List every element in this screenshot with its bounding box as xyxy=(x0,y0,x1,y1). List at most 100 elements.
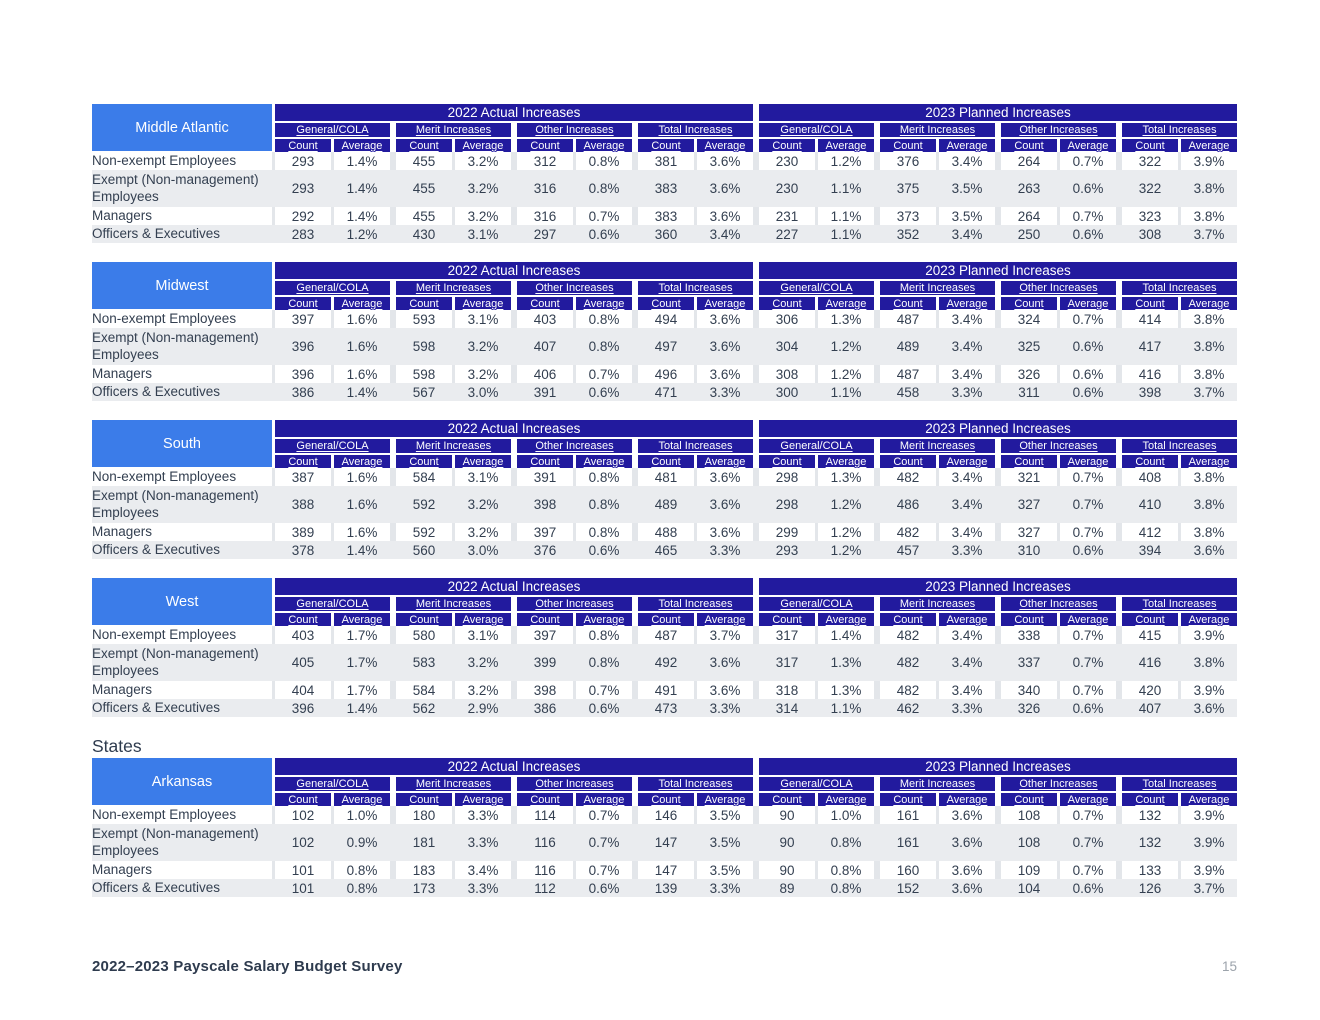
average-cell: 1.0% xyxy=(818,806,874,824)
average-cell: 1.2% xyxy=(830,339,862,354)
column-header-label: Average xyxy=(341,613,383,626)
average-cell: 3.5% xyxy=(697,806,753,824)
count-cell: 376 xyxy=(880,152,936,170)
group-header-label: Merit Increases xyxy=(415,124,492,136)
count-cell: 181 xyxy=(412,835,436,850)
row-label: Non-exempt Employees xyxy=(92,806,272,824)
group-header: Other Increases xyxy=(517,439,632,453)
column-header-average: Average xyxy=(697,297,753,310)
group-header: Merit Increases xyxy=(396,777,511,791)
year-header: 2023 Planned Increases xyxy=(759,420,1237,437)
count-cell: 408 xyxy=(1122,468,1178,486)
average-cell: 3.4% xyxy=(939,681,995,699)
table-row: Officers & Executives 378 1.4% 560 3.0% 376 0.… xyxy=(92,541,1237,559)
row-label: Managers xyxy=(92,365,272,383)
group-header-label: Total Increases xyxy=(658,124,733,136)
group-header-label: Other Increases xyxy=(1019,440,1098,452)
column-header-average: Average xyxy=(1181,455,1237,468)
column-header-average: Average xyxy=(939,455,995,468)
count-cell: 396 xyxy=(291,339,315,354)
count-cell: 316 xyxy=(517,207,573,225)
average-cell: 0.7% xyxy=(576,365,632,383)
row-label: Managers xyxy=(92,207,272,225)
count-cell: 147 xyxy=(638,861,694,879)
average-cell: 3.4% xyxy=(709,226,741,242)
column-header-label: Average xyxy=(1067,613,1109,626)
average-cell: 1.6% xyxy=(334,365,390,383)
average-cell: 3.6% xyxy=(697,523,753,541)
average-cell: 1.6% xyxy=(346,339,378,354)
count-cell: 292 xyxy=(275,207,331,225)
average-cell: 3.8% xyxy=(1181,207,1237,225)
subheader-row: Count Average Count Average Count Average Coun… xyxy=(92,297,1237,310)
table-header: West 2022 Actual Increases 2023 Planned In… xyxy=(92,578,1237,626)
states-section-heading: States xyxy=(92,736,142,756)
count-cell: 316 xyxy=(533,181,557,196)
count-cell: 415 xyxy=(1122,626,1178,644)
table-row: Non-exempt Employees 403 1.7% 580 3.1% 397 0.8… xyxy=(92,626,1237,644)
table-row: Officers & Executives 101 0.8% 173 3.3% 112 0.… xyxy=(92,879,1237,897)
average-cell: 3.7% xyxy=(697,626,753,644)
column-header-label: Count xyxy=(1135,455,1165,468)
count-cell: 598 xyxy=(412,339,436,354)
count-cell: 412 xyxy=(1122,523,1178,541)
count-cell: 489 xyxy=(896,339,920,354)
average-cell: 3.2% xyxy=(467,181,499,196)
average-cell: 0.7% xyxy=(1072,655,1104,670)
count-cell: 388 xyxy=(291,497,315,512)
table-body: Non-exempt Employees 102 1.0% 180 3.3% 114 0.7… xyxy=(92,806,1237,897)
average-cell: 3.6% xyxy=(709,181,741,196)
average-cell: 1.1% xyxy=(830,700,862,716)
group-header-label: Total Increases xyxy=(658,282,733,294)
page-number: 15 xyxy=(1221,959,1237,974)
group-header: Merit Increases xyxy=(396,597,511,611)
average-cell: 1.7% xyxy=(334,626,390,644)
table-row: Managers 292 1.4% 455 3.2% 316 0.7% 383 3.6% 231 1… xyxy=(92,207,1237,225)
count-cell: 387 xyxy=(275,468,331,486)
column-header-label: Average xyxy=(341,297,383,310)
column-header-label: Count xyxy=(530,455,560,468)
subheader-row: Count Average Count Average Count Average Coun… xyxy=(92,793,1237,806)
group-header-label: Other Increases xyxy=(535,124,614,136)
year-header-row: 2022 Actual Increases 2023 Planned Increa… xyxy=(92,578,1237,595)
column-header-label: Count xyxy=(772,455,802,468)
group-header-label: Total Increases xyxy=(1142,282,1217,294)
average-cell: 1.0% xyxy=(334,806,390,824)
group-header: Merit Increases xyxy=(880,439,995,453)
count-cell: 114 xyxy=(517,806,573,824)
group-header: General/COLA xyxy=(759,597,874,611)
count-cell: 482 xyxy=(880,468,936,486)
table-row: Officers & Executives 386 1.4% 567 3.0% 391 0.… xyxy=(92,383,1237,401)
average-cell: 1.1% xyxy=(818,207,874,225)
average-cell: 3.3% xyxy=(455,806,511,824)
column-header-label: Count xyxy=(893,613,923,626)
column-header-label: Count xyxy=(409,455,439,468)
column-header-count: Count xyxy=(759,455,815,468)
average-cell: 0.7% xyxy=(576,806,632,824)
count-cell: 340 xyxy=(1001,681,1057,699)
average-cell: 3.3% xyxy=(709,880,741,896)
average-cell: 0.8% xyxy=(346,880,378,896)
column-header-label: Average xyxy=(1188,793,1230,806)
column-header-label: Average xyxy=(1188,455,1230,468)
group-header-label: General/COLA xyxy=(296,282,369,294)
count-cell: 373 xyxy=(880,207,936,225)
salary-table-arkansas: Arkansas 2022 Actual Increases 2023 Planne… xyxy=(92,758,1237,897)
row-label: Non-exempt Employees xyxy=(92,468,272,486)
table-row: Officers & Executives 396 1.4% 562 2.9% 386 0.… xyxy=(92,699,1237,717)
column-header-average: Average xyxy=(334,297,390,310)
column-header-count: Count xyxy=(638,793,694,806)
count-cell: 109 xyxy=(1001,861,1057,879)
average-cell: 3.2% xyxy=(467,655,499,670)
column-header-label: Count xyxy=(1014,139,1044,152)
column-header-label: Count xyxy=(651,613,681,626)
table-row: Exempt (Non-management) Employees 102 0.9%… xyxy=(92,824,1237,861)
average-cell: 1.2% xyxy=(818,365,874,383)
count-cell: 394 xyxy=(1138,542,1162,558)
count-cell: 317 xyxy=(759,626,815,644)
count-cell: 414 xyxy=(1122,310,1178,328)
column-header-count: Count xyxy=(1122,455,1178,468)
average-cell: 1.1% xyxy=(830,384,862,400)
count-cell: 112 xyxy=(534,880,556,896)
count-cell: 306 xyxy=(759,310,815,328)
